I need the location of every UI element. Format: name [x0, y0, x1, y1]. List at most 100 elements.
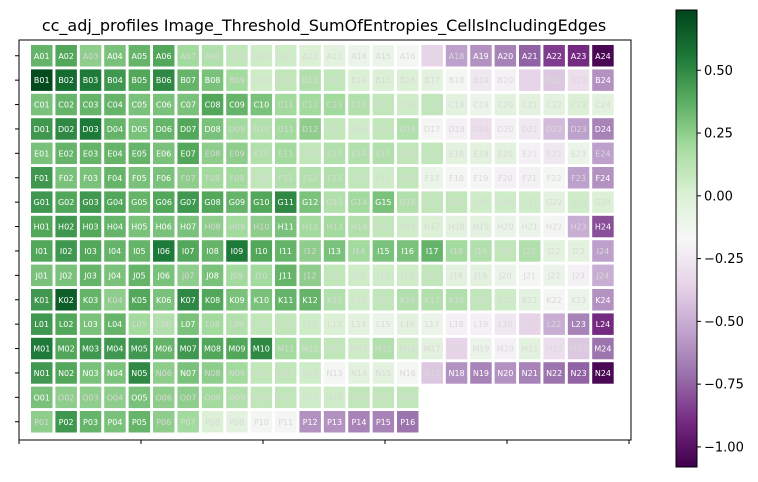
- well-label-M20: M20: [497, 345, 514, 354]
- well-label-I24: I24: [597, 247, 610, 256]
- well-cell-G11: [275, 191, 297, 213]
- well-cell-O04: [104, 386, 126, 409]
- well-label-K06: K06: [156, 296, 171, 305]
- well-cell-M16: [397, 337, 419, 360]
- well-label-K22: K22: [546, 296, 561, 305]
- well-cell-D23: [567, 118, 590, 140]
- well-label-E05: E05: [132, 149, 147, 158]
- well-cell-K19: [470, 289, 492, 311]
- well-label-L14: L14: [352, 320, 367, 329]
- well-cell-L17: [421, 313, 443, 335]
- plot-area: A01 A02 A03 A04 A05 A06 A07 A08 A09 A10 A11 A12 A13 A…: [15, 39, 632, 444]
- well-cell-D17: [421, 118, 443, 140]
- well-label-B18: B18: [449, 76, 465, 85]
- well-label-L15: L15: [376, 320, 391, 329]
- well-label-J21: J21: [522, 271, 536, 280]
- well-label-J11: J11: [278, 271, 292, 280]
- well-cell-C19: [470, 93, 492, 116]
- well-label-J08: J08: [205, 271, 219, 280]
- well-cell-N04: [104, 362, 126, 384]
- well-cell-P08: [201, 411, 224, 433]
- well-cell-I11: [275, 240, 297, 262]
- well-label-D21: D21: [522, 125, 538, 134]
- well-label-D22: D22: [546, 125, 562, 134]
- well-cell-N06: [153, 362, 175, 384]
- well-cell-G08: [201, 191, 224, 213]
- well-label-B22: B22: [546, 76, 562, 85]
- well-cell-K21: [519, 289, 541, 311]
- well-cell-P09: [226, 411, 248, 433]
- well-label-E08: E08: [205, 149, 220, 158]
- colorbar-tick-label: −0.25: [704, 252, 744, 267]
- well-label-K08: K08: [205, 296, 220, 305]
- well-label-G21: G21: [522, 198, 538, 207]
- well-label-L03: L03: [83, 320, 98, 329]
- well-label-L01: L01: [34, 320, 49, 329]
- well-label-E13: E13: [327, 149, 342, 158]
- well-cell-K23: [567, 289, 590, 311]
- well-label-B05: B05: [132, 76, 148, 85]
- well-label-F22: F22: [547, 174, 562, 183]
- well-cell-J16: [397, 264, 419, 287]
- well-cell-H04: [104, 215, 126, 238]
- well-cell-P04: [104, 411, 126, 433]
- well-cell-H20: [494, 215, 517, 238]
- well-cell-F08: [201, 167, 224, 189]
- well-label-J17: J17: [425, 271, 439, 280]
- well-label-L20: L20: [498, 320, 513, 329]
- well-cell-J24: [592, 264, 614, 287]
- well-cell-H08: [201, 215, 224, 238]
- well-label-H19: H19: [473, 223, 489, 232]
- colorbar-tick-label: 0.25: [704, 127, 733, 142]
- well-cell-B09: [226, 69, 248, 91]
- well-cell-G06: [153, 191, 175, 213]
- well-cell-D13: [323, 118, 346, 140]
- well-label-M11: M11: [277, 345, 294, 354]
- well-cell-G17: [421, 191, 443, 213]
- well-label-F11: F11: [278, 174, 293, 183]
- well-label-G24: G24: [595, 198, 611, 207]
- well-cell-F22: [543, 167, 565, 189]
- well-cell-B07: [177, 69, 199, 91]
- well-label-P04: P04: [107, 418, 122, 427]
- well-cell-O05: [128, 386, 151, 409]
- well-label-A23: A23: [571, 52, 587, 61]
- colorbar: 0.50 0.25 0.00 −0.25 −0.50 −0.75 −1.00: [675, 9, 744, 468]
- well-label-H06: H06: [156, 223, 172, 232]
- well-cell-E03: [79, 142, 102, 165]
- well-label-F08: F08: [205, 174, 220, 183]
- well-cell-N13: [323, 362, 346, 384]
- well-cell-L08: [201, 313, 224, 335]
- well-cell-B21: [519, 69, 541, 91]
- well-label-A20: A20: [498, 52, 514, 61]
- well-label-G15: G15: [375, 198, 391, 207]
- well-label-H21: H21: [522, 223, 538, 232]
- well-cell-A10: [250, 45, 273, 67]
- well-cell-A14: [348, 45, 370, 67]
- well-cell-O10: [250, 386, 273, 409]
- well-cell-D02: [55, 118, 77, 140]
- well-cell-B02: [55, 69, 77, 91]
- well-label-L16: L16: [400, 320, 415, 329]
- well-cell-F24: [592, 167, 614, 189]
- well-cell-J19: [470, 264, 492, 287]
- well-label-M16: M16: [399, 345, 416, 354]
- well-cell-M24: [592, 337, 614, 360]
- well-label-B20: B20: [498, 76, 514, 85]
- well-label-E16: E16: [400, 149, 415, 158]
- well-cell-I10: [250, 240, 273, 262]
- well-label-C01: C01: [34, 101, 50, 110]
- well-cell-F23: [567, 167, 590, 189]
- well-cell-M10: [250, 337, 273, 360]
- well-cell-M15: [372, 337, 395, 360]
- well-label-H22: H22: [546, 223, 562, 232]
- well-cell-G21: [519, 191, 541, 213]
- well-cell-K03: [79, 289, 102, 311]
- well-label-L13: L13: [327, 320, 342, 329]
- well-label-G17: G17: [424, 198, 440, 207]
- well-cell-O14: [348, 386, 370, 409]
- well-label-C03: C03: [83, 101, 99, 110]
- well-label-N17: N17: [424, 369, 440, 378]
- well-label-I02: I02: [60, 247, 73, 256]
- well-cell-O02: [55, 386, 77, 409]
